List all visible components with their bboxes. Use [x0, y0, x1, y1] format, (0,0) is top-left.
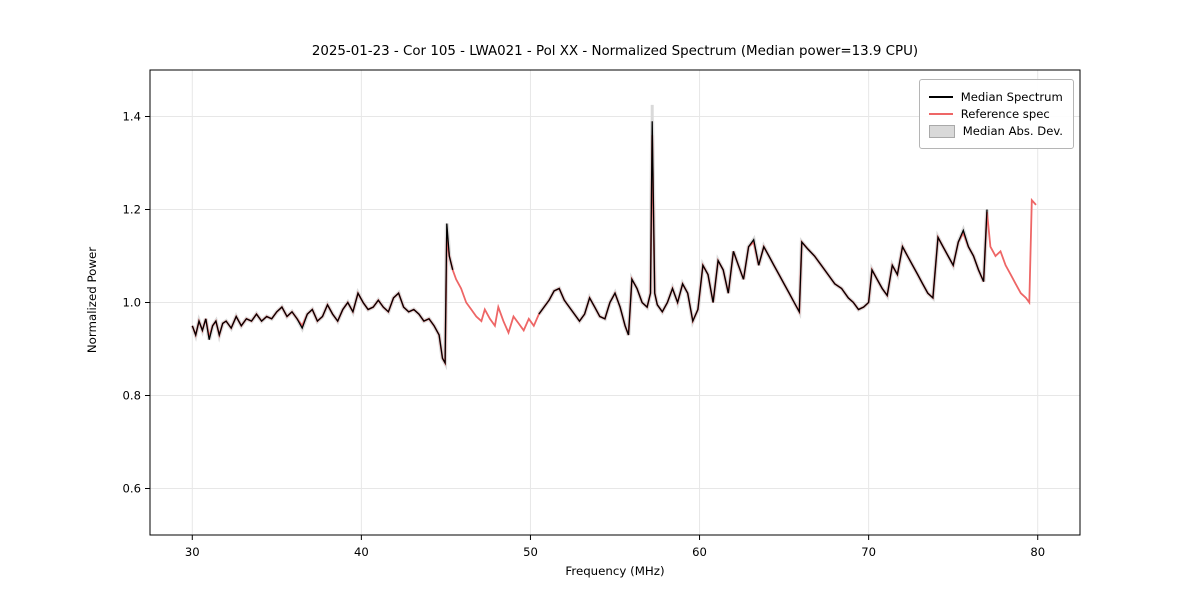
legend-label: Median Abs. Dev. — [962, 124, 1063, 138]
x-axis-label: Frequency (MHz) — [565, 564, 665, 578]
legend-label: Median Spectrum — [960, 90, 1063, 104]
x-tick-label: 40 — [354, 545, 369, 559]
legend-item-reference-spec: Reference spec — [928, 107, 1063, 121]
legend-label: Reference spec — [960, 107, 1050, 121]
mad-band — [190, 223, 455, 371]
x-tick-label: 70 — [861, 545, 876, 559]
median-spectrum-line — [538, 121, 988, 336]
y-tick-label: 1.0 — [123, 296, 141, 310]
y-axis-label: Normalized Power — [85, 246, 99, 354]
x-tick-label: 80 — [1030, 545, 1045, 559]
reference-spec-swatch-icon — [928, 113, 953, 115]
chart-title: 2025-01-23 - Cor 105 - LWA021 - Pol XX -… — [311, 44, 919, 59]
y-tick-label: 0.8 — [123, 389, 141, 403]
y-tick-label: 1.2 — [123, 203, 141, 217]
x-tick-label: 50 — [523, 545, 538, 559]
reference-spec-line — [191, 135, 1037, 367]
median-spectrum-line — [191, 223, 454, 366]
median-spectrum-swatch-icon — [928, 96, 953, 98]
x-tick-label: 30 — [185, 545, 200, 559]
median-abs-dev-swatch-icon — [928, 124, 955, 138]
y-tick-label: 1.4 — [123, 110, 141, 124]
x-tick-label: 60 — [692, 545, 707, 559]
legend: Median Spectrum Reference spec Median Ab… — [918, 79, 1074, 149]
legend-item-median-abs-dev: Median Abs. Dev. — [928, 124, 1063, 138]
legend-item-median-spectrum: Median Spectrum — [928, 90, 1063, 104]
y-tick-label: 0.6 — [123, 482, 141, 496]
